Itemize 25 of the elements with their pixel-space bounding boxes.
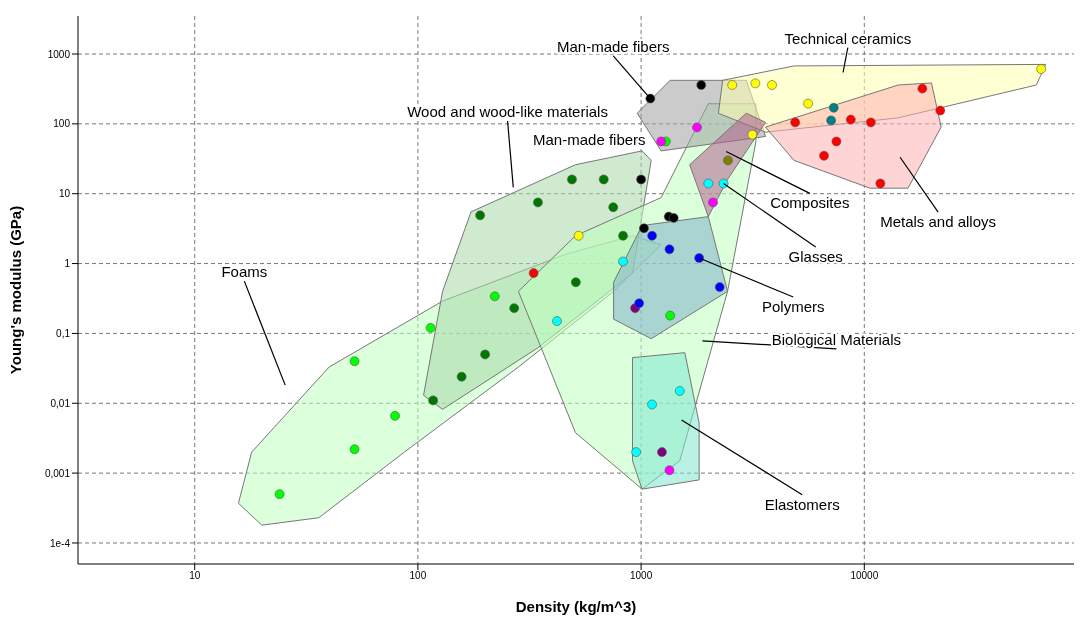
annotation: Foams <box>221 263 268 281</box>
y-tick-label: 0,001 <box>44 467 71 479</box>
y-tick-label: 10 <box>58 188 71 200</box>
x-tick-label: 10 <box>189 570 201 582</box>
annotation: Glasses <box>788 247 843 265</box>
annotation: Man-made fibers <box>533 131 646 149</box>
x-tick-label: 10000 <box>850 570 879 582</box>
annotation: Elastomers <box>764 495 840 513</box>
x-axis-title: Density (kg/m^3) <box>515 598 637 615</box>
annotation: Polymers <box>761 297 825 315</box>
y-tick-label: 1 <box>64 258 71 270</box>
y-tick-label: 1e-4 <box>49 537 71 549</box>
annotation: Man-made fibers <box>557 37 670 55</box>
annotation: Technical ceramics <box>784 29 912 47</box>
y-tick-label: 1000 <box>47 48 71 60</box>
y-tick-label: 0,01 <box>50 397 71 409</box>
annotation: Wood and wood-like materials <box>407 103 608 121</box>
annotation: Metals and alloys <box>880 213 997 231</box>
x-tick-label: 100 <box>409 570 427 582</box>
annotation: Composites <box>770 194 850 212</box>
y-tick-label: 0,1 <box>56 327 71 339</box>
x-tick-label: 1000 <box>629 570 653 582</box>
y-tick-label: 100 <box>53 118 71 130</box>
annotation: Biological Materials <box>771 330 902 348</box>
y-axis-title: Young's modulus (GPa) <box>7 205 25 375</box>
